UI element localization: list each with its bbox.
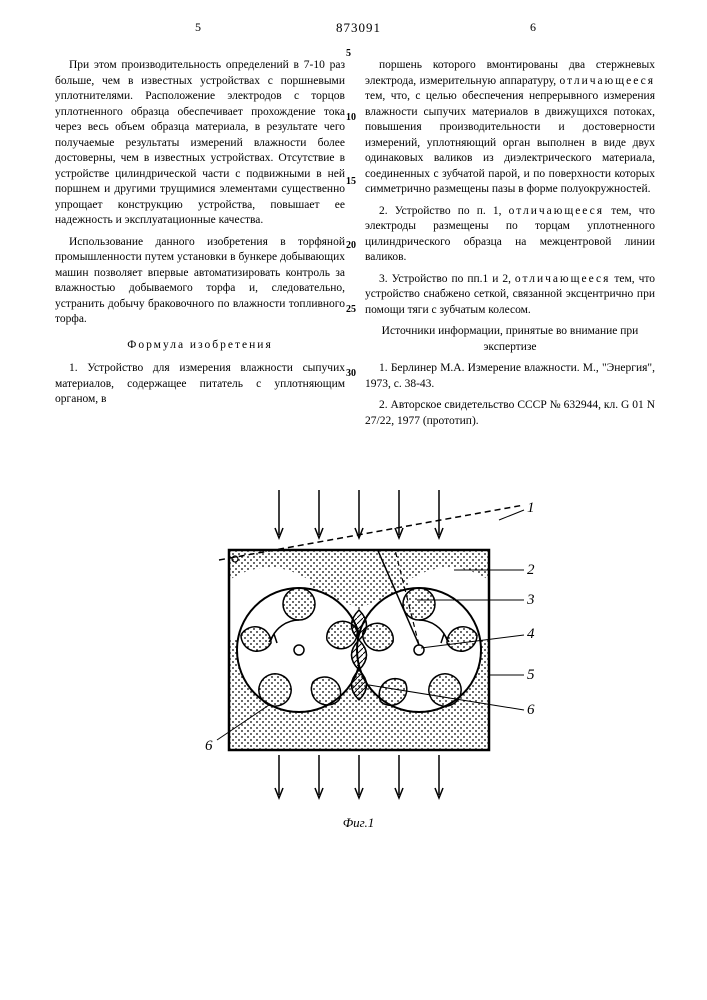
svg-text:3: 3 xyxy=(526,592,535,608)
paragraph: 1. Устройство для измерения влажности сы… xyxy=(55,361,345,408)
source-item: 1. Берлинер М.А. Измерение влажности. М.… xyxy=(365,361,655,392)
line-mark: 30 xyxy=(346,368,356,379)
figure-label: Фиг.1 xyxy=(55,815,662,831)
svg-text:2: 2 xyxy=(527,562,535,578)
svg-text:6: 6 xyxy=(205,738,213,754)
right-column: поршень которого вмонтированы два стержн… xyxy=(365,58,655,435)
paragraph: Использование данного изобретения в торф… xyxy=(55,235,345,328)
figure: 1 2 3 4 5 6 6 Фиг.1 xyxy=(55,450,662,831)
page-number-left: 5 xyxy=(195,20,201,35)
line-mark: 15 xyxy=(346,176,356,187)
line-mark: 25 xyxy=(346,304,356,315)
line-mark: 5 xyxy=(346,48,356,59)
text-columns: При этом производительность определений … xyxy=(55,58,662,435)
line-number-ruler: 5 10 15 20 25 30 xyxy=(346,48,356,432)
figure-svg: 1 2 3 4 5 6 6 xyxy=(159,450,559,810)
svg-text:1: 1 xyxy=(527,500,535,516)
line-mark: 10 xyxy=(346,112,356,123)
paragraph: 2. Устройство по п. 1, отличающееся тем,… xyxy=(365,204,655,266)
line-mark: 20 xyxy=(346,240,356,251)
left-roller xyxy=(237,588,361,712)
page-number-right: 6 xyxy=(530,20,536,35)
bottom-arrows xyxy=(275,755,443,798)
source-item: 2. Авторское свидетельство СССР № 632944… xyxy=(365,398,655,429)
svg-text:4: 4 xyxy=(527,626,535,642)
svg-text:6: 6 xyxy=(527,702,535,718)
left-column: При этом производительность определений … xyxy=(55,58,345,435)
top-arrows xyxy=(275,490,443,538)
paragraph: 3. Устройство по пп.1 и 2, отличающееся … xyxy=(365,272,655,319)
sample xyxy=(351,610,366,700)
formula-title: Формула изобретения xyxy=(55,338,345,354)
svg-text:5: 5 xyxy=(527,667,535,683)
paragraph: При этом производительность определений … xyxy=(55,58,345,229)
sources-title: Источники информации, принятые во вниман… xyxy=(365,324,655,355)
paragraph: поршень которого вмонтированы два стержн… xyxy=(365,58,655,198)
document-number: 873091 xyxy=(55,20,662,36)
